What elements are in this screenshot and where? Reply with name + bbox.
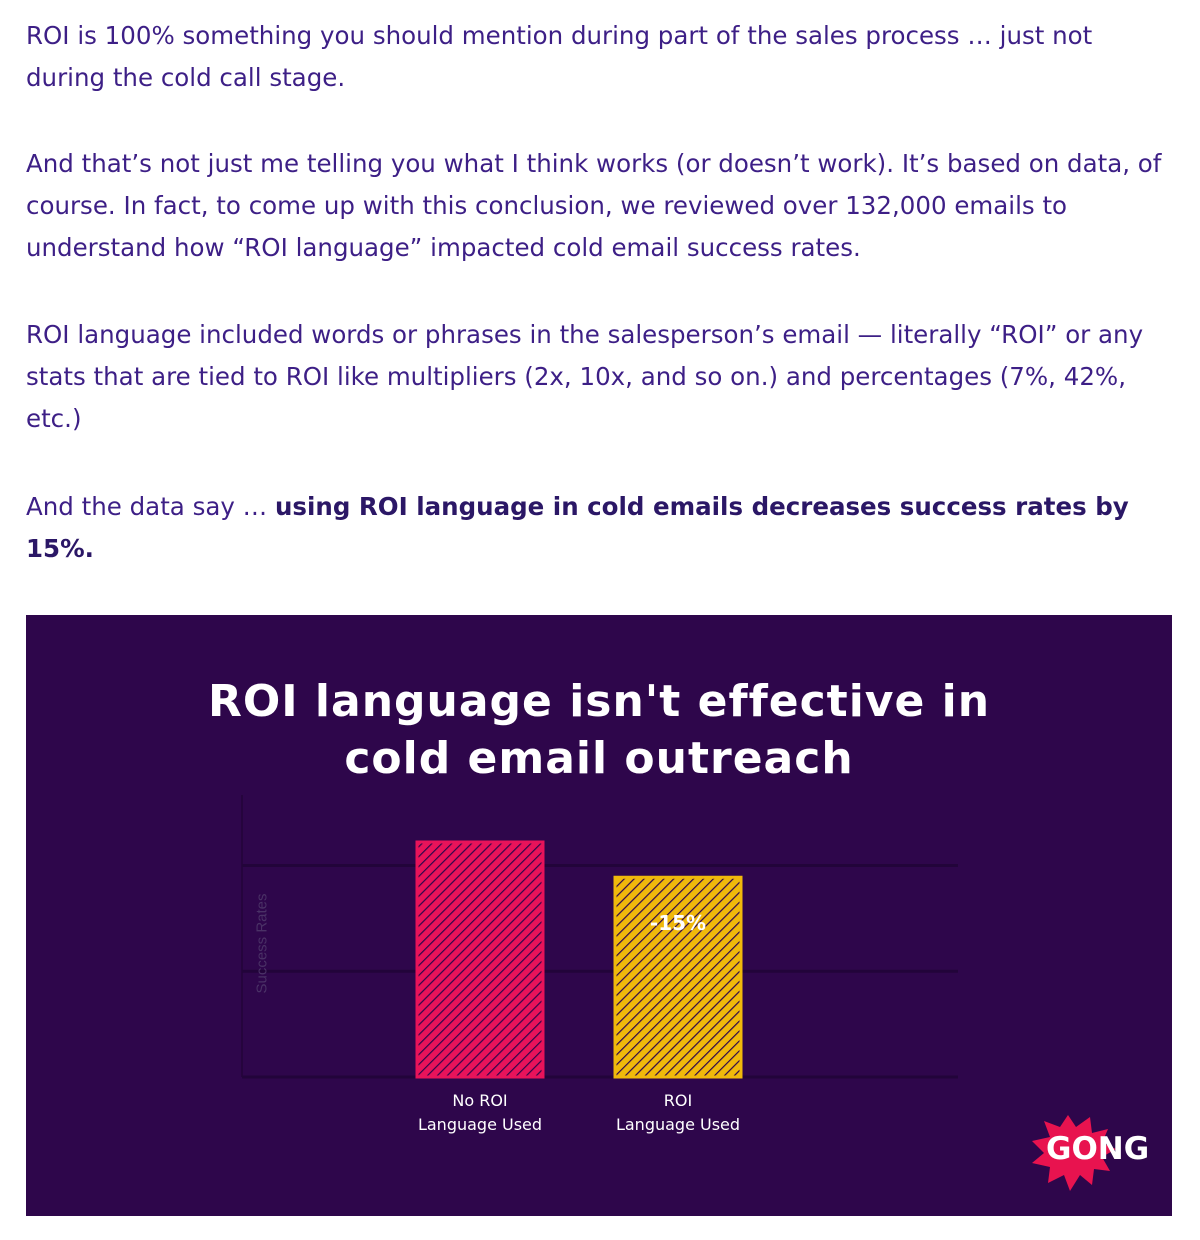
- y-axis-label: Success Rates: [253, 893, 271, 994]
- x-tick-label-no-roi-line-2: Language Used: [417, 1115, 543, 1134]
- gong-logo: GONG: [1026, 1113, 1166, 1195]
- x-tick-label-roi-line-2: Language Used: [615, 1115, 741, 1134]
- paragraph-4-emphasis: using ROI language in cold emails decrea…: [26, 492, 1129, 563]
- paragraph-1: ROI is 100% something you should mention…: [26, 21, 1093, 92]
- logo-text: GONG: [1046, 1131, 1150, 1167]
- chart-title: ROI language isn't effective in cold ema…: [26, 673, 1172, 787]
- chart-title-line-2: cold email outreach: [344, 733, 854, 784]
- paragraph-2: And that’s not just me telling you what …: [26, 149, 1162, 262]
- logo-burst-icon: [1032, 1115, 1116, 1191]
- chart-title-line-1: ROI language isn't effective in: [207, 676, 991, 727]
- x-tick-label-roi: ROI Language Used: [593, 1089, 763, 1137]
- chart-plot-area: [241, 795, 958, 1079]
- paragraph-4-lead: And the data say …: [26, 492, 275, 521]
- chart-figure: ROI language isn't effective in cold ema…: [26, 615, 1172, 1216]
- x-tick-label-roi-line-1: ROI: [663, 1091, 693, 1110]
- x-tick-label-no-roi: No ROI Language Used: [395, 1089, 565, 1137]
- bar-no-roi-language: [415, 840, 545, 1079]
- paragraph-4: And the data say … using ROI language in…: [26, 486, 1176, 570]
- bar-roi-language: [613, 875, 743, 1079]
- paragraph-3: ROI language included words or phrases i…: [26, 320, 1144, 433]
- x-tick-label-no-roi-line-1: No ROI: [452, 1091, 508, 1110]
- bar-annotation-roi: -15%: [649, 911, 707, 935]
